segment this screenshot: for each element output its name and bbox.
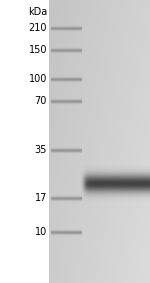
Text: 70: 70 (35, 96, 47, 106)
Text: 100: 100 (29, 74, 47, 84)
Text: 35: 35 (35, 145, 47, 155)
Text: 210: 210 (28, 23, 47, 33)
Text: 17: 17 (35, 193, 47, 203)
Text: 150: 150 (28, 45, 47, 55)
Text: kDa: kDa (28, 7, 47, 17)
Text: 10: 10 (35, 227, 47, 237)
